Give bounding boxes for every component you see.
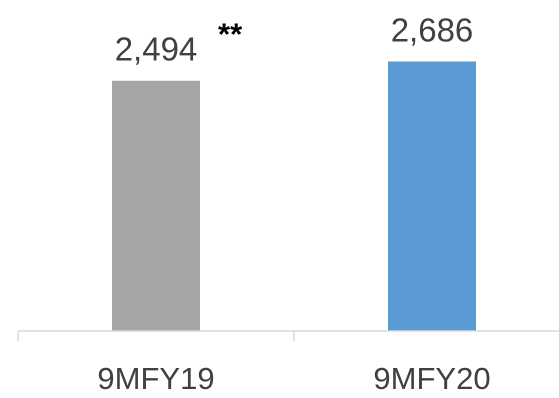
x-tick-label-9mfy19: 9MFY19 [97, 361, 214, 396]
annotations-group: ** [218, 17, 243, 52]
x-tick-label-9mfy20: 9MFY20 [373, 361, 490, 396]
value-label-9mfy19: 2,494 [115, 31, 198, 68]
tick-labels-group: 9MFY19 9MFY20 [97, 361, 490, 396]
footnote-mark: ** [218, 17, 243, 52]
bars-group [112, 61, 476, 332]
bar-9mfy20 [388, 61, 476, 332]
value-label-9mfy20: 2,686 [391, 11, 474, 48]
bar-9mfy19 [112, 80, 200, 332]
value-labels-group: 2,494 2,686 [115, 11, 474, 67]
